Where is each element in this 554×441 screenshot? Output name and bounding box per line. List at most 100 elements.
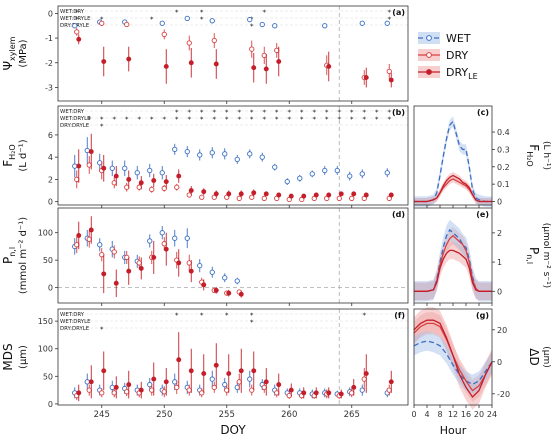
sig-star: * bbox=[263, 109, 267, 117]
legend-marker bbox=[426, 35, 432, 41]
data-point bbox=[97, 242, 103, 248]
data-point bbox=[238, 368, 244, 374]
data-point bbox=[261, 52, 267, 59]
data-point bbox=[199, 390, 205, 396]
sig-star: * bbox=[150, 16, 154, 24]
sig-star: * bbox=[338, 116, 342, 124]
data-point bbox=[172, 235, 178, 241]
sig-star: * bbox=[313, 109, 317, 117]
data-point bbox=[109, 165, 115, 171]
data-point bbox=[109, 384, 115, 390]
x-tick-label: 245 bbox=[94, 410, 110, 420]
sig-star: * bbox=[75, 16, 79, 24]
data-point bbox=[297, 175, 303, 181]
line-dryle bbox=[413, 319, 493, 399]
data-point bbox=[161, 241, 167, 247]
data-point bbox=[174, 384, 180, 390]
sig-star: * bbox=[238, 116, 242, 124]
data-point bbox=[351, 384, 357, 390]
data-point bbox=[363, 371, 369, 377]
data-point bbox=[111, 249, 117, 255]
panel-e: 012(e)Pn,l (µmol m⁻² s⁻¹) bbox=[413, 210, 551, 306]
data-point bbox=[147, 381, 153, 388]
sig-star: * bbox=[113, 116, 117, 124]
panel-frame-d bbox=[57, 207, 409, 304]
sig-row-label: DRY:DRYLE bbox=[60, 326, 90, 332]
y-axis-unit: (L h⁻¹) bbox=[541, 141, 551, 170]
panel-label: (a) bbox=[392, 8, 405, 17]
data-point bbox=[161, 185, 167, 191]
data-point bbox=[188, 188, 194, 193]
data-point bbox=[388, 379, 394, 385]
y-tick-label: 100 bbox=[38, 345, 53, 354]
data-point bbox=[124, 254, 130, 261]
sig-star: * bbox=[213, 109, 217, 117]
sig-star: * bbox=[88, 116, 92, 124]
data-point bbox=[201, 189, 207, 195]
band-wet bbox=[414, 331, 492, 394]
data-point bbox=[184, 15, 190, 21]
data-point bbox=[101, 368, 107, 374]
sig-star: * bbox=[150, 116, 154, 124]
data-point bbox=[261, 195, 267, 201]
y-tick-label: 4 bbox=[48, 153, 53, 162]
y-axis-label-sub: xylem bbox=[8, 36, 17, 61]
data-point bbox=[388, 192, 394, 198]
data-point bbox=[159, 230, 165, 236]
panel-d: 0 50 100 (d) Pn,l (mmol m⁻² d⁻¹) bbox=[1, 208, 408, 306]
data-point bbox=[263, 66, 269, 72]
panel-label: (e) bbox=[476, 210, 489, 219]
data-point bbox=[249, 387, 255, 393]
y-axis-unit: (L d⁻¹) bbox=[18, 139, 29, 171]
x-tick-label: 20 bbox=[474, 410, 484, 419]
data-point bbox=[149, 387, 155, 393]
data-point bbox=[247, 16, 253, 23]
sig-row-label: WET:DRY bbox=[60, 109, 85, 115]
data-point bbox=[226, 371, 232, 377]
data-point bbox=[213, 287, 219, 293]
y-tick-label: 0 bbox=[497, 358, 502, 367]
y-axis-label: Pn,l bbox=[525, 247, 541, 264]
data-point bbox=[236, 195, 242, 201]
sig-star: * bbox=[263, 9, 267, 17]
data-point bbox=[163, 246, 169, 252]
data-point bbox=[159, 20, 165, 26]
data-point bbox=[172, 379, 178, 385]
data-point bbox=[209, 150, 215, 156]
sig-star: * bbox=[363, 116, 367, 124]
data-point bbox=[86, 162, 92, 168]
y-axis-label: ΔD bbox=[527, 348, 541, 365]
y-axis-label-main: F bbox=[527, 144, 541, 151]
sig-star: * bbox=[388, 116, 392, 124]
data-point bbox=[76, 163, 82, 169]
data-point bbox=[361, 376, 367, 382]
data-point bbox=[386, 68, 392, 75]
panel-label: (f) bbox=[394, 311, 405, 320]
y-axis-unit: (µm) bbox=[541, 346, 551, 368]
data-point bbox=[251, 190, 257, 196]
y-tick-label: 0.3 bbox=[497, 145, 510, 154]
panel-label: (b) bbox=[392, 108, 405, 117]
data-point bbox=[213, 362, 219, 368]
data-point bbox=[213, 61, 219, 67]
sig-row-label: WET:DRYLE bbox=[60, 116, 91, 122]
data-point bbox=[347, 173, 353, 179]
data-point bbox=[184, 235, 190, 241]
data-point bbox=[136, 184, 142, 190]
x-tick-label: 8 bbox=[437, 410, 442, 419]
data-point bbox=[384, 20, 390, 26]
data-point bbox=[238, 191, 244, 197]
data-point bbox=[126, 382, 132, 388]
data-point bbox=[322, 167, 328, 174]
data-point bbox=[272, 164, 278, 170]
data-point bbox=[74, 242, 80, 248]
sig-star: * bbox=[225, 312, 229, 320]
data-point bbox=[184, 148, 190, 155]
data-point bbox=[288, 193, 294, 199]
sig-star: * bbox=[238, 109, 242, 117]
data-point bbox=[124, 21, 130, 28]
panel-a: WET:DRYWET:DRYLEDRY:DRYLE*************0-… bbox=[1, 6, 408, 104]
y-axis-label: Pn,l bbox=[1, 247, 17, 264]
y-axis-unit: (µm) bbox=[18, 345, 29, 369]
